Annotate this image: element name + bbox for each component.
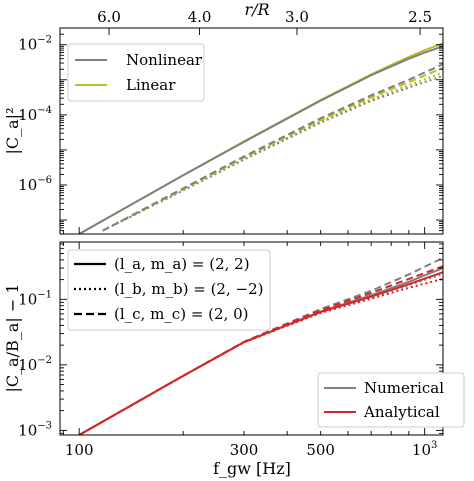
x-tick-label: 500 xyxy=(306,441,335,459)
method-legend: Numerical Analytical xyxy=(317,372,465,428)
bottom-axes-frame xyxy=(59,241,444,436)
legend-label-mode-b: (l_b, m_b) = (2, −2) xyxy=(114,280,263,298)
top-axis-tick-label: 6.0 xyxy=(97,8,121,26)
method-legend-box xyxy=(317,372,465,428)
legend-label-analytical: Analytical xyxy=(363,403,440,421)
top-axes-frame xyxy=(59,27,444,235)
top-legend: Nonlinear Linear xyxy=(67,43,205,102)
mode-legend-box xyxy=(67,249,271,331)
legend-label-linear: Linear xyxy=(126,76,176,94)
legend-label-mode-a: (l_a, m_a) = (2, 2) xyxy=(114,255,250,273)
y-tick-label-bottom: 10−3 xyxy=(18,420,52,439)
bottom-series-numerical-dashed xyxy=(78,256,443,435)
top-axis-tick-label: 2.5 xyxy=(408,8,432,26)
x-tick-label: 103 xyxy=(412,440,437,459)
bottom-series-analytical-dashed xyxy=(78,265,443,435)
top-axis-tick-label: 3.0 xyxy=(285,8,309,26)
x-tick-label: 100 xyxy=(65,441,94,459)
bottom-series-analytical-solid xyxy=(78,271,443,435)
top-axis-tick-label: 4.0 xyxy=(188,8,212,26)
bottom-panel: 10−3 10−2 10−1 |C_a/B_a| − 1 100 300 500… xyxy=(3,241,465,478)
top-series-nonlinear-solid xyxy=(78,45,443,234)
legend-label-nonlinear: Nonlinear xyxy=(126,51,203,69)
bottom-ticks-group xyxy=(60,242,443,435)
mode-legend: (l_a, m_a) = (2, 2) (l_b, m_b) = (2, −2)… xyxy=(67,249,271,331)
legend-label-mode-c: (l_c, m_c) = (2, 0) xyxy=(114,305,249,323)
top-ticks-group xyxy=(60,27,443,235)
y-tick-label-top: 10−6 xyxy=(18,175,52,194)
top-axis-label: r/R xyxy=(244,0,269,19)
top-legend-box xyxy=(67,43,205,102)
bottom-y-axis-label: |C_a/B_a| − 1 xyxy=(3,283,22,392)
top-series-group xyxy=(78,42,443,234)
x-tick-label: 300 xyxy=(230,441,259,459)
x-axis-label: f_gw [Hz] xyxy=(213,459,291,478)
bottom-series-group xyxy=(78,256,443,435)
top-series-nonlinear-dashed xyxy=(102,63,443,232)
y-tick-label-top: 10−4 xyxy=(18,105,52,124)
y-tick-label-bottom: 10−1 xyxy=(18,289,52,308)
legend-label-numerical: Numerical xyxy=(364,379,444,397)
top-y-axis-label: |C_a|² xyxy=(3,108,22,155)
top-panel: 6.0 4.0 3.0 2.5 r/R 10−6 10−4 10−2 |C_a|… xyxy=(3,0,444,235)
y-tick-label-top: 10−2 xyxy=(18,35,52,54)
y-tick-label-bottom: 10−2 xyxy=(18,355,52,374)
